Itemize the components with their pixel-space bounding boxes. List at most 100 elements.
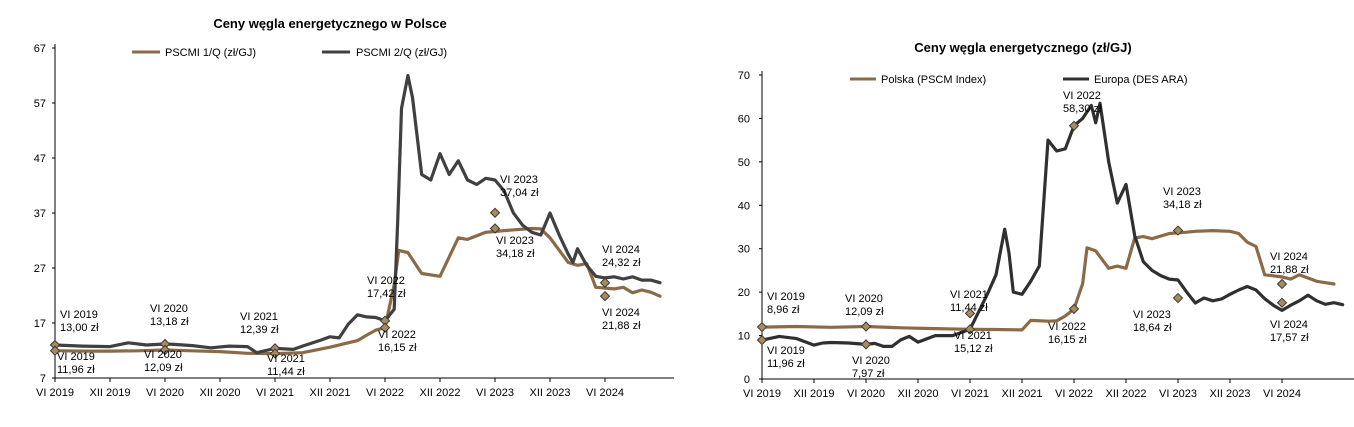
data-point-marker: [599, 277, 611, 288]
annotation-label: VI 2019 13,00 zł: [60, 309, 99, 334]
data-point-marker: [1172, 225, 1184, 236]
y-tick-label: 0: [744, 374, 750, 386]
x-tick-label: VI 2023: [1159, 388, 1197, 400]
legend-label-1: Polska (PSCM Index): [881, 74, 986, 86]
annotation-line: 24,32 zł: [602, 257, 641, 269]
annotation-line: 16,15 zł: [378, 342, 417, 354]
annotation-line: VI 2022: [378, 329, 416, 341]
y-tick-label: 50: [738, 157, 750, 169]
x-tick-label: VI 2023: [476, 387, 514, 399]
x-tick-label: XII 2023: [530, 387, 571, 399]
annotation-line: 12,09 zł: [144, 362, 183, 374]
annotation-line: VI 2020: [852, 355, 890, 367]
data-point-marker: [1276, 297, 1288, 308]
annotation-label: VI 2024 21,88 zł: [602, 307, 641, 332]
annotation-label: VI 2022 16,15 zł: [378, 329, 417, 354]
y-tick-label: 7: [40, 373, 46, 385]
annotation-label: VI 2023 34,18 zł: [496, 235, 535, 260]
annotation-line: VI 2020: [144, 349, 182, 361]
y-tick-label: 30: [738, 244, 750, 256]
annotation-label: VI 2023 34,18 zł: [1163, 186, 1202, 211]
annotation-line: VI 2024: [602, 244, 640, 256]
x-tick-label: VI 2020: [146, 387, 184, 399]
y-tick-label: 47: [34, 153, 46, 165]
annotation-label: VI 2020 13,18 zł: [150, 303, 189, 328]
annotation-label: VI 2022 17,42 zł: [367, 275, 406, 300]
y-tick-label: 60: [738, 113, 750, 125]
annotation-line: 12,09 zł: [845, 306, 884, 318]
annotation-line: VI 2019: [767, 291, 805, 303]
x-tick-label: XII 2023: [1210, 388, 1251, 400]
annotation-label: VI 2023 37,04 zł: [500, 174, 539, 199]
data-point-marker: [269, 348, 281, 359]
annotation-line: 34,18 zł: [1163, 199, 1202, 211]
series-line-2: [53, 73, 662, 355]
annotation-line: VI 2023: [500, 174, 538, 186]
annotation-line: 15,12 zł: [954, 343, 993, 355]
series-line-2: [760, 101, 1345, 348]
annotation-label: VI 2022 58,30 zł: [1063, 90, 1102, 115]
annotation-label: VI 2020 12,09 zł: [845, 293, 884, 318]
data-point-marker: [756, 334, 768, 346]
chart-title: Ceny węgla energetycznego (zł/GJ): [914, 40, 1131, 55]
annotation-line: VI 2019: [60, 309, 98, 321]
data-point-marker: [860, 339, 872, 350]
annotation-label: VI 2024 21,88 zł: [1270, 251, 1309, 276]
annotation-line: VI 2023: [1133, 309, 1171, 321]
x-tick-label: XII 2020: [200, 387, 241, 399]
annotation-label: VI 2021 11,44 zł: [267, 353, 305, 378]
data-point-marker: [49, 345, 61, 356]
annotation-label: VI 2020 12,09 zł: [144, 349, 183, 374]
annotation-label: VI 2024 17,57 zł: [1270, 319, 1309, 344]
y-tick-label: 27: [34, 263, 46, 275]
annotation-line: 58,30 zł: [1063, 103, 1102, 115]
annotation-line: 17,57 zł: [1270, 332, 1309, 344]
data-point-marker: [1068, 120, 1080, 132]
annotation-line: 8,96 zł: [767, 304, 800, 316]
annotation-line: 18,64 zł: [1133, 322, 1172, 334]
data-point-marker: [964, 324, 976, 335]
x-tick-label: XII 2019: [794, 388, 835, 400]
annotation-line: VI 2021: [950, 289, 988, 301]
annotation-line: VI 2021: [954, 330, 992, 342]
annotation-line: 11,44 zł: [950, 302, 988, 314]
annotation-line: VI 2022: [1063, 90, 1101, 102]
annotation-line: 13,00 zł: [60, 322, 99, 334]
data-point-marker: [159, 344, 171, 356]
y-tick-label: 17: [34, 318, 46, 330]
x-tick-label: VI 2022: [366, 387, 404, 399]
annotation-line: VI 2022: [367, 275, 405, 287]
annotation-label: VI 2020 7,97 zł: [852, 355, 890, 380]
y-tick-label: 57: [34, 98, 46, 110]
data-point-marker: [964, 308, 976, 319]
annotation-line: 11,96 zł: [767, 358, 805, 370]
x-tick-label: XII 2021: [1002, 388, 1043, 400]
annotation-line: VI 2019: [767, 345, 805, 357]
annotation-line: 16,15 zł: [1048, 334, 1087, 346]
data-point-marker: [599, 290, 611, 302]
x-tick-label: XII 2019: [90, 387, 131, 399]
chart-1: Ceny węgla energetycznego w Polsce 7 17 27 3…: [34, 16, 674, 399]
x-tick-label: VI 2019: [36, 387, 74, 399]
y-tick-label: 70: [738, 70, 750, 82]
y-tick-label: 67: [34, 43, 46, 55]
annotation-line: VI 2020: [150, 303, 188, 315]
data-point-marker: [379, 322, 391, 333]
x-tick-label: XII 2022: [1106, 388, 1147, 400]
annotation-line: VI 2021: [240, 311, 278, 323]
data-point-marker: [1276, 278, 1288, 290]
annotation-line: 34,18 zł: [496, 248, 535, 260]
annotation-line: 13,18 zł: [150, 316, 189, 328]
chart-2: Ceny węgla energetycznego (zł/GJ) 0 10 20 30…: [738, 40, 1354, 400]
x-tick-label: VI 2021: [951, 388, 989, 400]
x-tick-label: XII 2022: [420, 387, 461, 399]
x-tick-label: VI 2020: [847, 388, 885, 400]
x-tick-label: XII 2020: [898, 388, 939, 400]
annotation-line: VI 2024: [1270, 319, 1308, 331]
annotation-label: VI 2019 11,96 zł: [57, 351, 95, 376]
chart-title: Ceny węgla energetycznego w Polsce: [213, 16, 446, 31]
x-tick-label: VI 2024: [586, 387, 624, 399]
y-tick-label: 10: [738, 331, 750, 343]
annotation-line: 11,44 zł: [267, 366, 305, 378]
